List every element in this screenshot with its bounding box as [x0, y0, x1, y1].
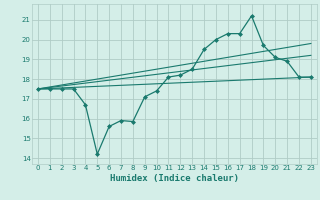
X-axis label: Humidex (Indice chaleur): Humidex (Indice chaleur): [110, 174, 239, 183]
